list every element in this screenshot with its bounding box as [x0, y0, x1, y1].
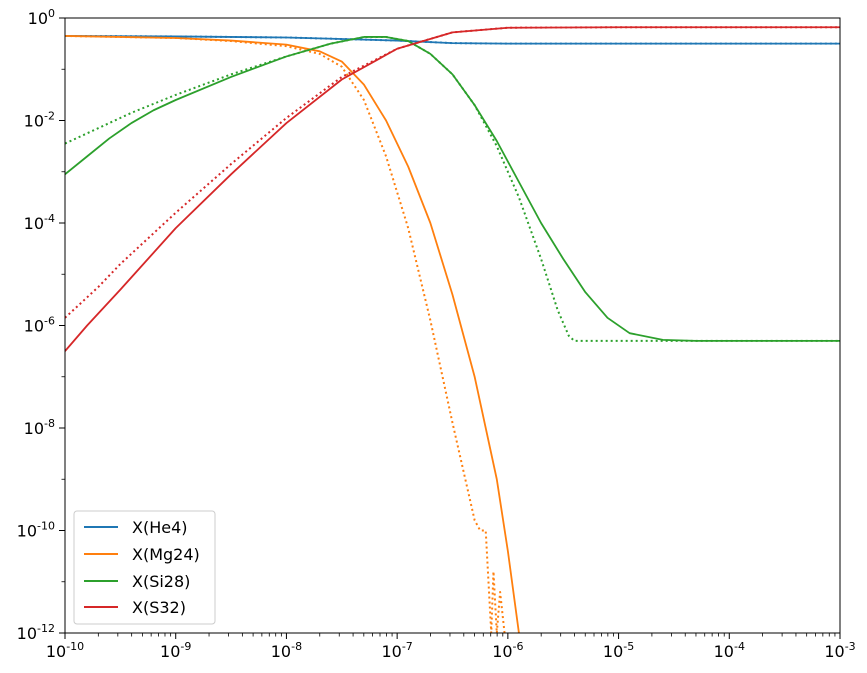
- series-line-x-si28-dotted: [65, 35, 840, 342]
- legend-label-si28: X(Si28): [132, 572, 190, 591]
- x-tick-label: 10-10: [46, 640, 84, 661]
- series-line-x-mg24-solid: [65, 35, 520, 633]
- x-tick-label: 10-8: [271, 640, 302, 661]
- y-tick-label: 10-12: [17, 622, 55, 643]
- x-tick-label: 10-9: [160, 640, 191, 661]
- y-tick-label: 10-6: [24, 315, 55, 336]
- x-tick-label: 10-6: [492, 640, 523, 661]
- y-tick-label: 10-10: [17, 520, 55, 541]
- series-line-x-s32-solid: [65, 26, 840, 352]
- x-tick-label: 10-7: [381, 640, 412, 661]
- legend-entry-s32: X(S32): [84, 598, 186, 617]
- y-tick-label: 10-8: [24, 417, 55, 438]
- legend-label-he4: X(He4): [132, 518, 188, 537]
- legend-box: [73, 510, 216, 625]
- legend: X(He4) X(Mg24) X(Si28) X(S32): [73, 510, 216, 625]
- legend-label-mg24: X(Mg24): [132, 545, 200, 564]
- x-tick-label: 10-3: [824, 640, 855, 661]
- y-tick-label: 100: [28, 7, 55, 28]
- series-line-x-he4-solid: [65, 35, 840, 45]
- x-tick-label: 10-4: [714, 640, 745, 661]
- legend-entry-mg24: X(Mg24): [84, 545, 200, 564]
- legend-entry-si28: X(Si28): [84, 572, 190, 591]
- x-axis: 10-10 10-9 10-8 10-7 10-6 10-5 10-4 10-3: [46, 633, 856, 661]
- series-layer: [65, 26, 840, 633]
- y-axis: 100 10-2 10-4 10-6 10-8 10-10 10-12: [17, 7, 65, 643]
- legend-entry-he4: X(He4): [84, 518, 188, 537]
- x-tick-label: 10-5: [603, 640, 634, 661]
- legend-label-s32: X(S32): [132, 598, 186, 617]
- series-line-x-si28-solid: [65, 36, 840, 342]
- y-tick-label: 10-4: [24, 212, 55, 233]
- y-tick-label: 10-2: [24, 110, 55, 131]
